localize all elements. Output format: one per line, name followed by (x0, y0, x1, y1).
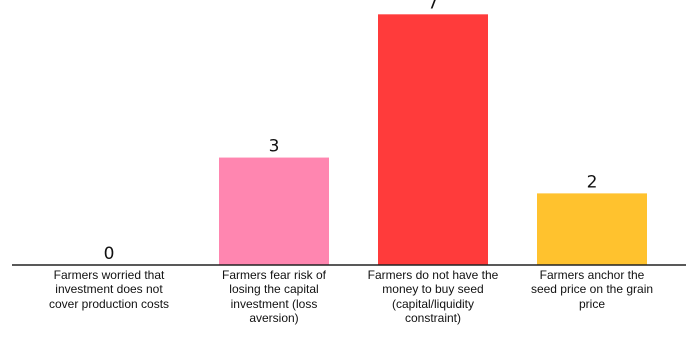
category-label-4: Farmers anchor the seed price on the gra… (530, 268, 654, 311)
value-label-2: 3 (269, 137, 280, 157)
category-label-1: Farmers worried that investment does not… (48, 268, 170, 311)
category-label-3: Farmers do not have the money to buy see… (367, 268, 499, 326)
value-labels-group: 0 3 7 2 (104, 0, 598, 264)
bar-4 (537, 193, 647, 265)
category-label-2: Farmers fear risk of losing the capital … (221, 268, 326, 326)
bars-group (219, 14, 647, 265)
value-label-4: 2 (587, 172, 598, 192)
bar-3 (378, 14, 488, 265)
bar-2 (219, 157, 329, 265)
value-label-1: 0 (104, 244, 115, 264)
value-label-3: 7 (428, 0, 439, 13)
